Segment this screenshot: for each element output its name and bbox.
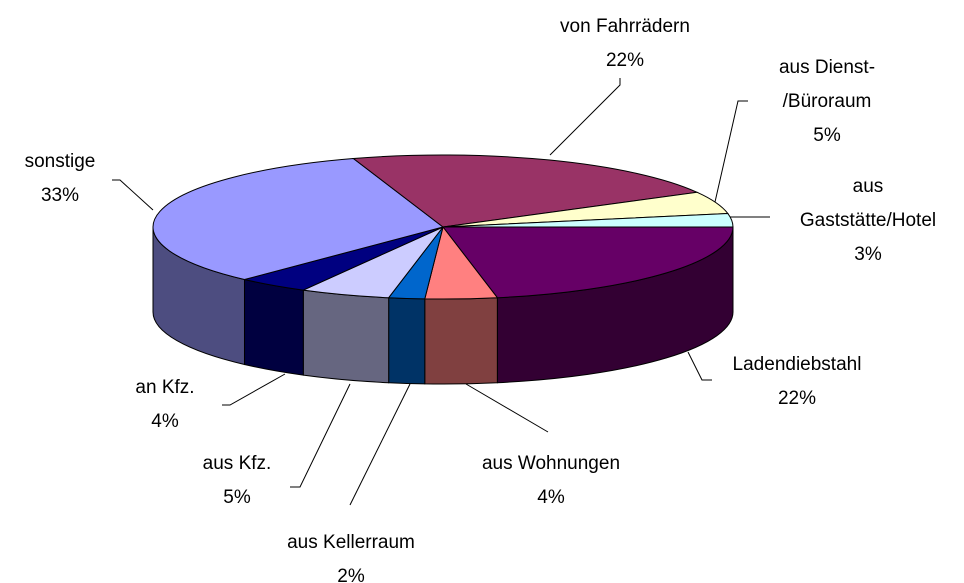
leader-line — [349, 383, 411, 506]
value-label: 4% — [151, 411, 179, 432]
leader-line — [465, 383, 549, 433]
slice-label: /Büroraum — [783, 91, 872, 112]
slice-side — [424, 297, 498, 385]
slice-label: von Fahrrädern — [560, 16, 690, 37]
slice-label: aus — [853, 176, 884, 197]
slice-label: sonstige — [25, 151, 96, 172]
slice — [442, 212, 734, 228]
value-label: 22% — [606, 50, 644, 71]
slice-label: Gaststätte/Hotel — [800, 210, 936, 231]
leader-line — [112, 179, 154, 211]
slice-label: aus Wohnungen — [482, 453, 620, 474]
value-label: 4% — [537, 487, 565, 508]
leader-line — [549, 78, 621, 156]
value-label: 5% — [813, 125, 841, 146]
leader-line — [687, 351, 712, 381]
slice-label: aus Kfz. — [203, 453, 272, 474]
leader-line — [714, 100, 748, 203]
value-label: 3% — [854, 244, 882, 265]
slice — [152, 158, 445, 281]
leader-line — [290, 383, 351, 488]
slice-label: aus Dienst- — [779, 57, 875, 78]
slice — [352, 154, 699, 228]
slice-side — [302, 289, 390, 384]
slice-label: aus Kellerraum — [287, 532, 415, 553]
slice-label: an Kfz. — [135, 377, 194, 398]
leader-line — [222, 373, 286, 406]
value-label: 2% — [337, 566, 365, 583]
value-label: 22% — [778, 388, 816, 409]
slice-label: Ladendiebstahl — [733, 354, 862, 375]
value-label: 5% — [223, 487, 251, 508]
slice-side — [243, 278, 304, 376]
slice-side — [388, 297, 426, 385]
value-label: 33% — [41, 185, 79, 206]
slice — [441, 226, 734, 299]
